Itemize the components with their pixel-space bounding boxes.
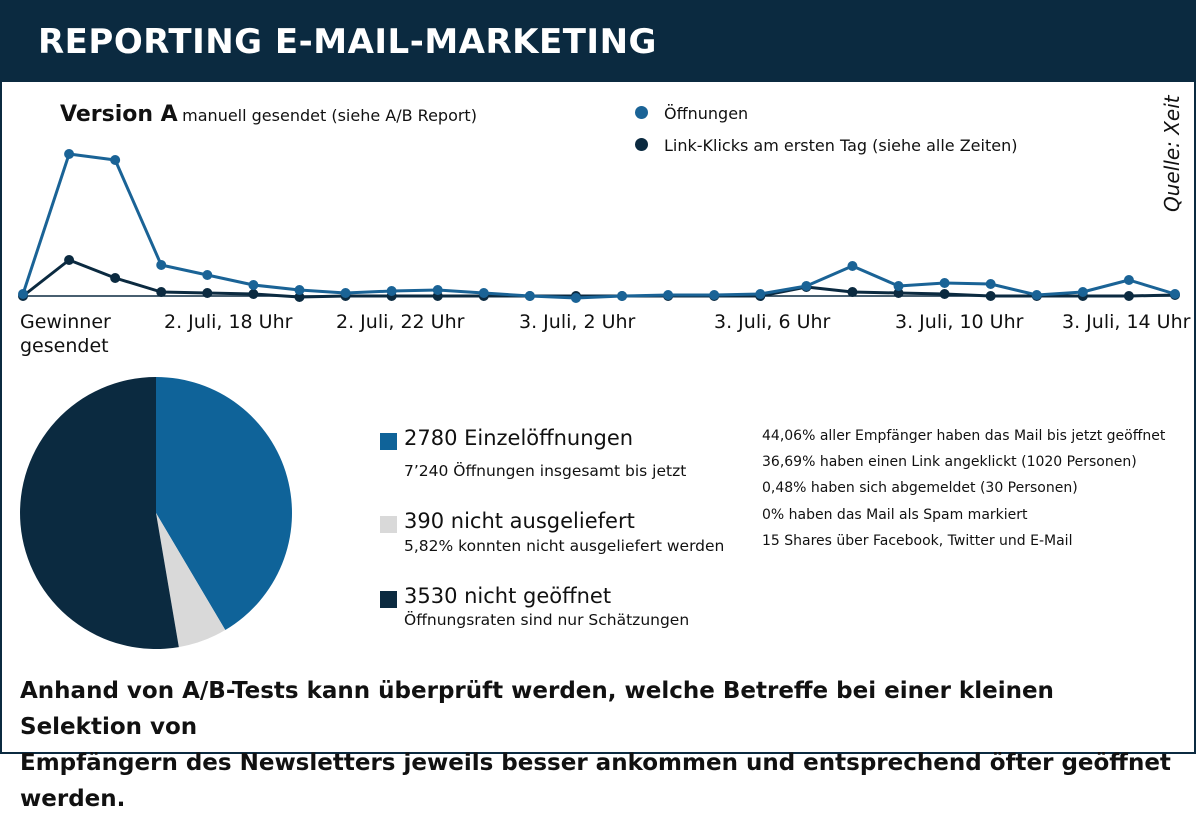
stat-nicht-geoeffnet: 3530 nicht geöffnet (404, 584, 612, 608)
data-point-link-klicks (847, 287, 858, 297)
x-tick-label: Gewinner gesendet (20, 311, 111, 357)
data-point-link-klicks (893, 288, 904, 298)
pie-slice-einzeloeffnungen (156, 377, 292, 631)
version-name: Version A (60, 102, 178, 127)
data-point-oeffnungen (709, 290, 720, 300)
legend-marker-link-klicks (635, 138, 648, 151)
data-point-link-klicks (202, 288, 213, 298)
data-point-oeffnungen (294, 285, 305, 295)
legend-label-oeffnungen: Öffnungen (664, 104, 749, 123)
stat-nicht-geoeffnet-note: Öffnungsraten sind nur Schätzungen (404, 611, 690, 629)
legend-swatch-nicht-geoeffnet (380, 591, 397, 608)
data-point-oeffnungen (1031, 290, 1042, 300)
stat-einzeloeffnungen-note: 7’240 Öffnungen insgesamt bis jetzt (404, 462, 687, 480)
data-point-oeffnungen (1170, 289, 1180, 299)
data-point-oeffnungen (847, 261, 858, 271)
fact-spam-rate: 0% haben das Mail als Spam markiert (762, 507, 1028, 523)
data-point-oeffnungen (663, 290, 674, 300)
x-tick-label: 2. Juli, 18 Uhr (164, 311, 293, 333)
data-point-link-klicks (1123, 291, 1134, 301)
data-point-link-klicks (939, 289, 950, 299)
chart-version-label: Version A manuell gesendet (siehe A/B Re… (60, 102, 477, 127)
data-point-oeffnungen (617, 291, 628, 301)
stat-einzeloeffnungen: 2780 Einzelöffnungen (404, 426, 634, 450)
version-note: manuell gesendet (siehe A/B Report) (182, 106, 477, 125)
legend-item-link-klicks: Link-Klicks am ersten Tag (siehe alle Ze… (635, 136, 1017, 155)
data-point-oeffnungen (248, 280, 259, 290)
data-point-oeffnungen (524, 291, 535, 301)
data-point-oeffnungen (340, 288, 351, 298)
legend-marker-oeffnungen (635, 106, 648, 119)
footer-text: Anhand von A/B-Tests kann überprüft werd… (20, 673, 1180, 817)
x-tick-label: 3. Juli, 6 Uhr (714, 311, 831, 333)
fact-unsubscribe-rate: 0,48% haben sich abgemeldet (30 Personen… (762, 480, 1078, 496)
pie-chart (20, 377, 292, 649)
data-point-link-klicks (156, 287, 167, 297)
stat-nicht-ausgeliefert: 390 nicht ausgeliefert (404, 509, 635, 533)
data-point-oeffnungen (64, 149, 75, 159)
data-point-oeffnungen (386, 286, 397, 296)
page-title: REPORTING E-MAIL-MARKETING (38, 22, 657, 62)
header-banner: REPORTING E-MAIL-MARKETING (2, 2, 1194, 82)
footer-line-1: Anhand von A/B-Tests kann überprüft werd… (20, 678, 1054, 740)
fact-shares: 15 Shares über Facebook, Twitter und E-M… (762, 533, 1073, 549)
pie-slice-nicht-geoeffnet (20, 377, 179, 649)
infographic-frame (0, 0, 1196, 754)
x-tick-label: 3. Juli, 10 Uhr (895, 311, 1024, 333)
data-point-oeffnungen (893, 281, 904, 291)
fact-click-rate: 36,69% haben einen Link angeklickt (1020… (762, 454, 1137, 470)
data-point-oeffnungen (202, 270, 213, 280)
legend-label-link-klicks: Link-Klicks am ersten Tag (siehe alle Ze… (664, 136, 1018, 155)
data-point-link-klicks (294, 292, 305, 302)
data-point-link-klicks (985, 291, 996, 301)
legend-swatch-nicht-ausgeliefert (380, 516, 397, 533)
data-point-link-klicks (110, 273, 121, 283)
legend-item-oeffnungen: Öffnungen (635, 104, 748, 123)
data-point-link-klicks (64, 255, 75, 265)
data-point-oeffnungen (432, 285, 443, 295)
x-tick-label: 3. Juli, 14 Uhr (1062, 311, 1191, 333)
data-point-oeffnungen (985, 279, 996, 289)
fact-open-rate: 44,06% aller Empfänger haben das Mail bi… (762, 428, 1166, 444)
line-chart (18, 149, 1180, 303)
data-point-oeffnungen (110, 155, 121, 165)
data-point-oeffnungen (156, 260, 167, 270)
data-point-link-klicks (248, 289, 259, 299)
data-point-oeffnungen (1123, 275, 1134, 285)
footer-line-2: Empfängern des Newsletters jeweils besse… (20, 750, 1171, 812)
data-point-oeffnungen (939, 278, 950, 288)
data-point-oeffnungen (1077, 287, 1088, 297)
data-point-oeffnungen (478, 288, 489, 298)
x-tick-label: 2. Juli, 22 Uhr (336, 311, 465, 333)
data-point-oeffnungen (755, 289, 766, 299)
stat-nicht-ausgeliefert-note: 5,82% konnten nicht ausgeliefert werden (404, 537, 725, 555)
data-point-oeffnungen (801, 281, 812, 291)
data-point-oeffnungen (18, 289, 28, 299)
pie-slice-nicht-ausgeliefert (156, 513, 226, 648)
series-line-link-klicks (22, 258, 1176, 299)
legend-swatch-einzeloeffnungen (380, 433, 397, 450)
x-tick-label: 3. Juli, 2 Uhr (519, 311, 636, 333)
series-line-oeffnungen (21, 152, 1176, 300)
data-point-oeffnungen (570, 293, 581, 303)
